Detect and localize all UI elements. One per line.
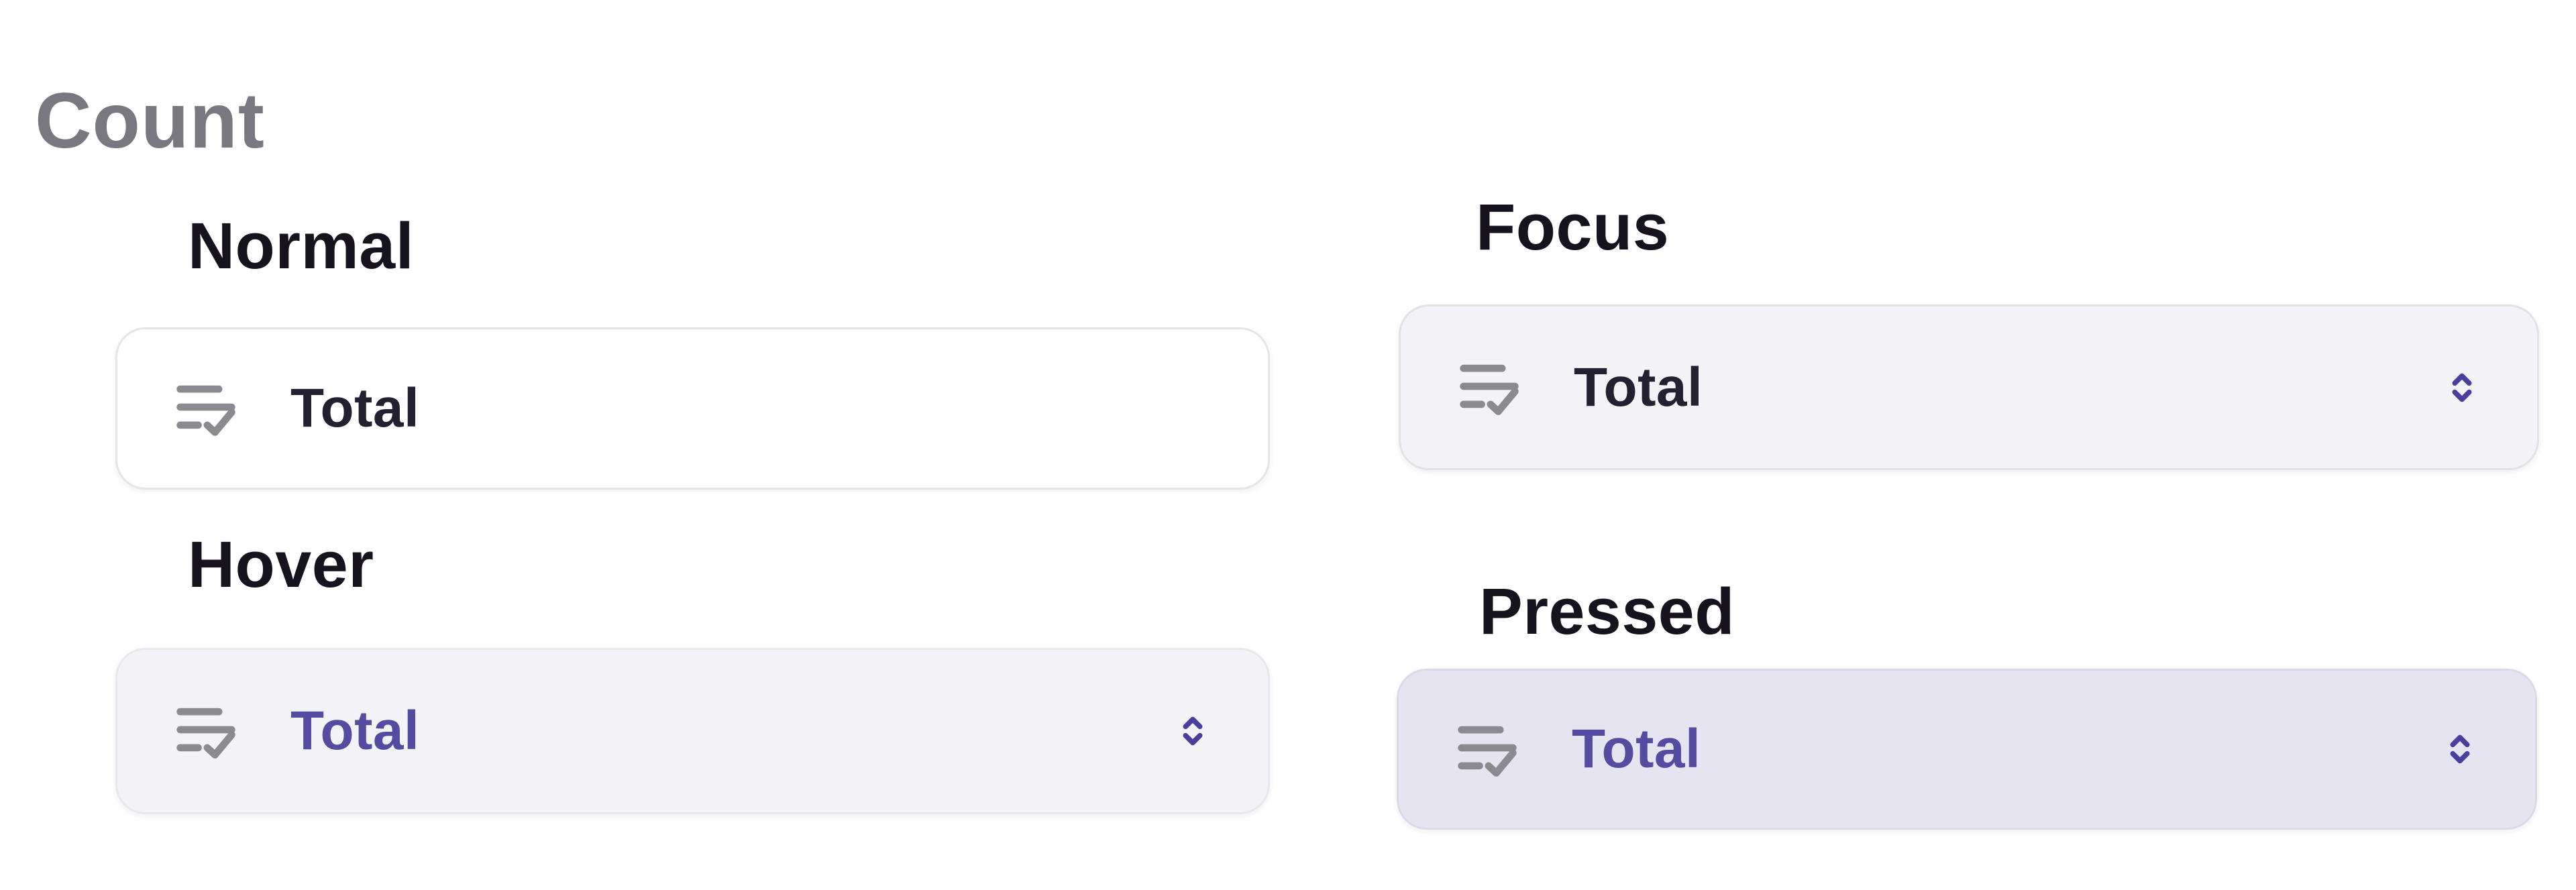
- state-label-focus: Focus: [1476, 190, 1670, 264]
- unfold-chevrons-icon: [2452, 373, 2472, 402]
- state-label-pressed: Pressed: [1479, 575, 1735, 648]
- count-select-button-focus[interactable]: Total: [1399, 304, 2539, 470]
- select-value: Total: [290, 700, 420, 761]
- count-select-button-pressed[interactable]: Total: [1397, 669, 2537, 830]
- unfold-chevrons-icon: [1183, 716, 1203, 746]
- state-label-hover: Hover: [188, 528, 374, 601]
- list-check-icon: [1458, 726, 1517, 777]
- list-check-icon: [1460, 364, 1519, 415]
- section-title: Count: [35, 76, 265, 165]
- select-value: Total: [1572, 718, 1701, 779]
- list-check-icon: [176, 385, 235, 436]
- state-label-normal: Normal: [188, 209, 415, 282]
- count-select-button-normal[interactable]: Total: [115, 327, 1270, 490]
- list-check-icon: [176, 708, 235, 759]
- select-value: Total: [1574, 356, 1703, 418]
- unfold-chevrons-icon: [2450, 734, 2470, 764]
- select-value: Total: [290, 378, 420, 439]
- count-select-button-hover[interactable]: Total: [115, 648, 1270, 814]
